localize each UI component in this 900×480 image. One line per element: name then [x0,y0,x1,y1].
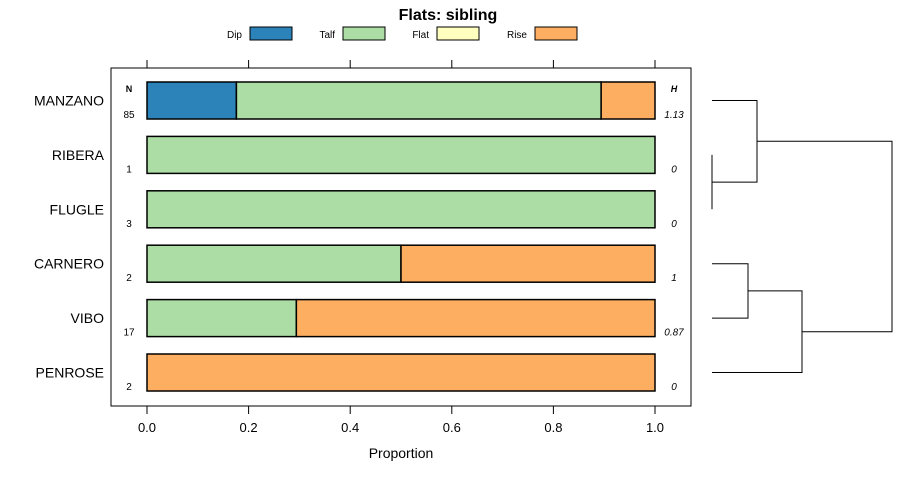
bar-flugle-talf [146,190,656,229]
row-labels: N H MANZANO 85 1.13 RIBERA 1 0 FLUGLE 3 0 CARNERO 2 1… [34,84,684,393]
bar-vibo-rise [295,298,656,338]
legend-swatch-flat [436,26,480,41]
bar-manzano-talf [235,81,602,120]
x-tick-label: 1.0 [646,420,664,435]
x-axis: 0.0 0.2 0.4 0.6 0.8 1.0 [138,60,664,435]
row-h-penrose: 0 [671,382,677,393]
dendrogram-link [712,100,758,183]
bar-manzano-rise [600,81,656,120]
row-n-manzano: 85 [123,110,135,121]
row-h-manzano: 1.13 [664,110,684,121]
row-label-flugle: FLUGLE [50,201,104,217]
row-h-ribera: 0 [671,164,677,175]
legend-label-flat: Flat [412,30,429,41]
row-label-ribera: RIBERA [52,147,105,163]
x-tick-label: 0.6 [443,420,461,435]
legend: Dip Talf Flat Rise [227,26,578,41]
row-n-ribera: 1 [126,164,132,175]
bar-vibo-talf [146,298,298,338]
chart-title: Flats: sibling [399,7,498,24]
x-tick-label: 0.0 [138,420,156,435]
plot-panel [110,67,692,407]
bar-carnero-talf [146,244,402,283]
legend-label-dip: Dip [227,30,242,41]
dendrogram-link [712,290,803,373]
dendrogram-link [757,140,893,333]
bar-penrose-rise [146,353,656,392]
x-tick-label: 0.8 [544,420,562,435]
legend-swatch-talf [342,26,386,41]
n-header: N [126,84,133,94]
legend-label-rise: Rise [507,30,527,41]
legend-label-talf: Talf [319,30,335,41]
row-label-vibo: VIBO [71,310,105,326]
row-n-flugle: 3 [126,219,132,230]
h-header: H [671,84,678,94]
row-h-carnero: 1 [671,273,677,284]
dendrogram-link [712,263,749,319]
bar-ribera-talf [146,135,656,175]
legend-swatch-rise [534,26,578,41]
x-tick-label: 0.2 [240,420,258,435]
row-h-vibo: 0.87 [664,328,684,339]
x-axis-label: Proportion [369,445,434,461]
row-n-carnero: 2 [126,273,132,284]
dendrogram [711,100,893,373]
row-label-carnero: CARNERO [34,256,104,272]
row-n-vibo: 17 [123,328,135,339]
legend-swatch-dip [249,26,293,41]
row-n-penrose: 2 [126,382,132,393]
row-label-manzano: MANZANO [34,93,104,109]
bar-carnero-rise [400,244,656,283]
row-label-penrose: PENROSE [36,365,104,381]
row-h-flugle: 0 [671,219,677,230]
bar-manzano-dip [146,81,238,120]
bars [146,81,656,392]
x-tick-label: 0.4 [341,420,359,435]
